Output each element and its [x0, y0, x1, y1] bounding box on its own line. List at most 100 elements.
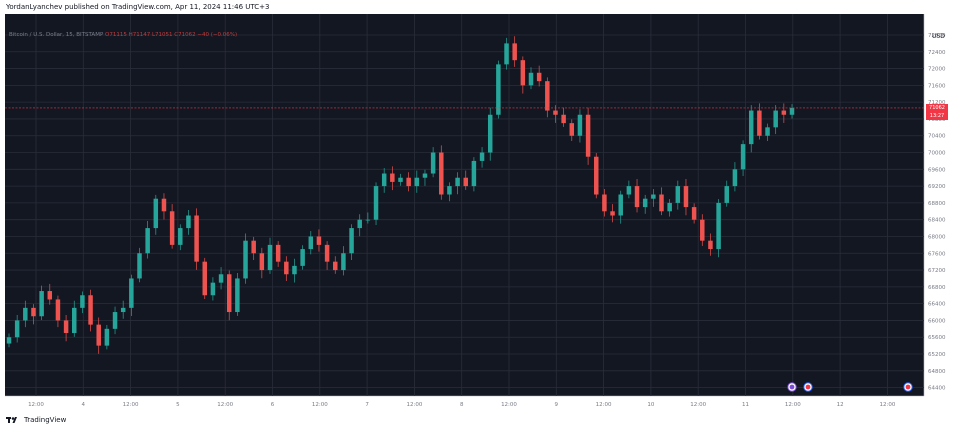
time-tick-label: 12:00	[406, 402, 422, 408]
candle-body	[781, 110, 787, 115]
candle-body	[716, 202, 721, 250]
candle-body	[72, 307, 77, 334]
footer-brand: TradingView	[24, 416, 67, 424]
candle-body	[642, 198, 648, 208]
candle-body	[267, 244, 273, 271]
event-marker-dot	[805, 384, 811, 390]
candle-body	[700, 219, 705, 241]
candle-body	[463, 177, 468, 187]
candle-body	[210, 282, 216, 296]
price-tick-label: 70000	[928, 151, 946, 157]
price-tick-label: 72800	[928, 33, 946, 39]
price-axis	[924, 14, 953, 410]
time-tick-label: 12	[837, 402, 844, 408]
candle-body	[226, 274, 232, 313]
candle-body	[333, 261, 338, 271]
candle-body	[398, 177, 403, 182]
price-tick-label: 69200	[928, 184, 946, 190]
candle-body	[324, 244, 330, 262]
price-tick-label: 68000	[928, 234, 946, 240]
price-tick-label: 67200	[928, 268, 946, 274]
candle-body	[194, 215, 199, 262]
candle-body	[610, 211, 615, 216]
publication-info: YordanLyanchev published on TradingView.…	[6, 3, 270, 11]
time-tick-label: 5	[176, 402, 180, 408]
time-tick-label: 12:00	[312, 402, 328, 408]
event-marker-dot	[905, 384, 911, 390]
candle-body	[55, 299, 61, 321]
candle-body	[104, 328, 110, 346]
time-tick-label: 4	[82, 402, 86, 408]
candle-body	[691, 207, 697, 220]
candle-body	[259, 253, 265, 271]
candle-body	[651, 194, 656, 199]
price-tick-label: 70800	[928, 117, 946, 123]
currency-label[interactable]: USD	[932, 33, 945, 40]
tradingview-logo-icon	[6, 417, 17, 423]
candle-body	[218, 274, 224, 283]
price-tick-label: 71200	[928, 100, 946, 106]
candle-body	[23, 307, 28, 321]
candle-body	[447, 186, 452, 195]
candle-body	[618, 194, 623, 216]
current-price-value: 71062	[929, 104, 945, 111]
candle-body	[161, 198, 167, 212]
candle-body	[96, 324, 101, 346]
candle-body	[202, 261, 207, 296]
candle-body	[300, 249, 305, 266]
candle-body	[186, 215, 191, 229]
candle-body	[63, 320, 69, 334]
candle-body	[748, 110, 754, 145]
candle-body	[765, 127, 770, 136]
price-tick-label: 66800	[928, 285, 946, 291]
candle-body	[708, 240, 713, 250]
candle-body	[414, 177, 420, 187]
candle-body	[512, 43, 517, 61]
candle-body	[789, 107, 795, 115]
candle-body	[430, 152, 436, 174]
candle-body	[553, 110, 558, 115]
candle-body	[39, 291, 44, 317]
candle-body	[496, 64, 501, 115]
price-tick-label: 71600	[928, 83, 946, 89]
chart-pane[interactable]: 72800 72400 72000 71600 71200 70800 70400 70000…	[0, 14, 958, 410]
time-tick-label: 12:00	[596, 402, 612, 408]
candle-body	[577, 114, 583, 136]
candle-body	[487, 114, 493, 153]
legend-ohlc: O71115 H71147 L71051 C71062 −40 (−0.06%)	[105, 32, 238, 38]
time-tick-label: 6	[271, 402, 275, 408]
candle-body	[520, 60, 526, 86]
event-marker-dot	[789, 384, 795, 390]
candle-body	[112, 312, 118, 329]
candle-body	[349, 228, 354, 254]
candle-body	[634, 186, 640, 208]
candle-body	[129, 278, 134, 308]
price-tick-label: 68800	[928, 201, 946, 207]
candle-body	[153, 198, 159, 229]
candle-body	[381, 173, 387, 187]
candle-body	[284, 261, 289, 275]
candle-body	[594, 156, 599, 195]
candle-body	[47, 291, 53, 300]
time-tick-label: 11	[742, 402, 749, 408]
candle-body	[357, 219, 362, 229]
candle-body	[602, 194, 607, 212]
candle-body	[659, 194, 664, 212]
plot-area	[5, 14, 924, 396]
candle-body	[88, 295, 93, 325]
candle-body	[80, 295, 85, 308]
price-tick-label: 67600	[928, 251, 946, 257]
chart-legend: Bitcoin / U.S. Dollar, 15, BITSTAMP O711…	[9, 32, 237, 38]
time-tick-label: 12:00	[690, 402, 706, 408]
candle-body	[740, 144, 746, 170]
chart-canvas[interactable]: 72800 72400 72000 71600 71200 70800 70400 70000…	[0, 14, 958, 410]
price-tick-label: 68400	[928, 218, 946, 224]
candle-body	[292, 265, 297, 275]
price-tick-label: 72400	[928, 50, 946, 56]
candle-body	[504, 43, 509, 65]
candle-body	[724, 186, 729, 203]
candle-body	[773, 110, 778, 128]
candle-body	[243, 240, 248, 279]
candle-body	[6, 337, 12, 344]
time-tick-label: 8	[460, 402, 464, 408]
